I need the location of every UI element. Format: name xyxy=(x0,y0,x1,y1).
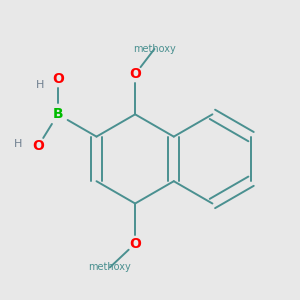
Text: B: B xyxy=(52,107,63,121)
Text: O: O xyxy=(52,72,64,86)
Text: H: H xyxy=(36,80,44,90)
Text: O: O xyxy=(129,67,141,81)
Text: O: O xyxy=(33,139,44,152)
Text: methoxy: methoxy xyxy=(133,44,176,54)
Text: methoxy: methoxy xyxy=(88,262,131,272)
Text: H: H xyxy=(14,139,22,149)
Text: O: O xyxy=(129,237,141,250)
